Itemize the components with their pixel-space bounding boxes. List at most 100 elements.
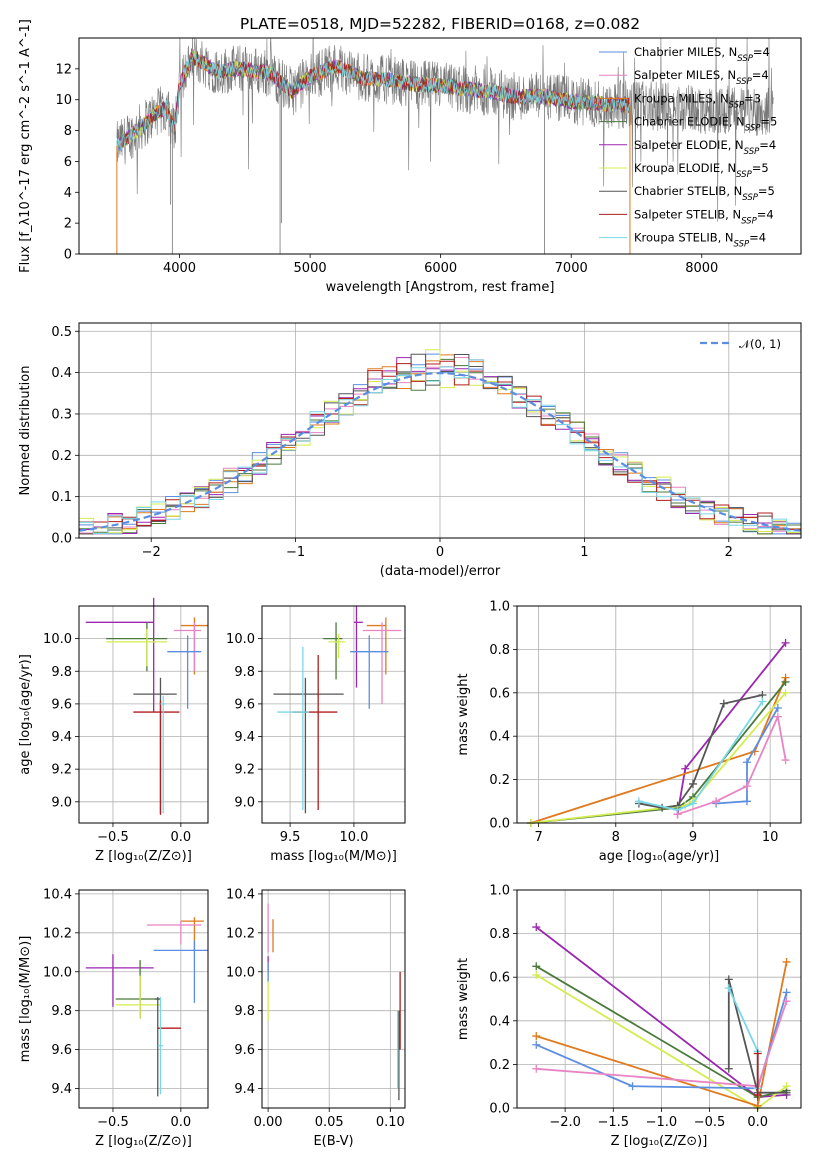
y-tick-label: 10.0: [43, 965, 72, 980]
y-tick-label: 0.4: [489, 1014, 510, 1029]
x-tick-label: −0.5: [97, 830, 129, 845]
weight-series-line: [535, 992, 788, 1090]
y-tick-label: 9.2: [51, 763, 72, 778]
y-tick-label: 9.8: [234, 665, 255, 680]
y-tick-label: 9.8: [234, 1004, 255, 1019]
y-axis-label: Flux [f_λ10^-17 erg cm^-2 s^-1 A^-1]: [18, 19, 33, 273]
axes-frame: [78, 37, 802, 255]
axes-frame: [261, 605, 406, 824]
mass-vs-extinction-panel: 0.00 0.05 0.10 9.4 9.6 9.8 10.0 10.2 10.4 E(B-V): [226, 887, 406, 1149]
x-tick-label: −1: [286, 545, 305, 560]
x-tick-label: 9: [689, 830, 697, 845]
y-tick-label: 10.0: [226, 965, 255, 980]
weight-marker: [742, 758, 751, 767]
y-tick-label: 9.6: [234, 697, 255, 712]
weight-marker: [781, 638, 790, 647]
x-axis-label: age [log₁₀(age/yr)]: [599, 849, 720, 864]
axes-frame: [261, 889, 406, 1109]
x-tick-label: −1.5: [597, 1115, 629, 1130]
x-tick-label: 0: [436, 545, 444, 560]
y-tick-label: 0.8: [489, 643, 510, 658]
y-tick-label: 0: [64, 248, 72, 263]
error-bar-point: [277, 646, 310, 810]
weight-series-line: [638, 694, 763, 809]
mass-vs-metallicity-panel: −0.5 0.0 9.4 9.6 9.8 10.0 10.2 10.4 Z [log₁₀(Z/Z…: [18, 887, 209, 1149]
error-bar-point: [85, 597, 155, 713]
weight-marker: [688, 799, 697, 808]
weight-marker: [724, 984, 733, 993]
x-tick-label: 9.5: [280, 830, 301, 845]
error-bar-point: [273, 677, 344, 814]
weight-marker: [742, 782, 751, 791]
weight-marker: [782, 997, 791, 1006]
y-tick-label: 6: [64, 155, 72, 170]
weight-marker: [773, 703, 782, 712]
legend-entry: 𝒩(0, 1): [739, 337, 781, 351]
error-bars: [85, 917, 208, 1097]
error-bar-point: [153, 940, 208, 1003]
y-axis-label: Normed distribution: [18, 366, 33, 496]
histograms: [79, 349, 801, 535]
x-tick-label: 5000: [294, 261, 327, 276]
axes-frame: [78, 605, 209, 824]
y-tick-label: 2: [64, 217, 72, 232]
y-tick-label: 4: [64, 186, 72, 201]
age-vs-metallicity-panel: −0.5 0.0 9.0 9.2 9.4 9.6 9.8 10.0 Z [log₁₀(Z/Z⊙)…: [18, 597, 209, 864]
weight-marker: [634, 797, 643, 806]
weight-marker: [532, 923, 541, 932]
x-axis-label: mass [log₁₀(M/M⊙)]: [270, 849, 397, 864]
x-tick-label: 0.00: [254, 1115, 283, 1130]
x-tick-label: 8000: [685, 261, 718, 276]
x-axis-label: wavelength [Angstrom, rest frame]: [326, 280, 555, 295]
x-tick-label: 1: [580, 545, 588, 560]
y-tick-label: 0.0: [489, 817, 510, 832]
y-tick-label: 9.2: [234, 763, 255, 778]
weight-marker: [781, 677, 790, 686]
x-tick-label: 0.0: [170, 830, 191, 845]
x-tick-label: 0.05: [315, 1115, 344, 1130]
x-tick-label: 10: [762, 830, 779, 845]
y-tick-label: 0.1: [51, 490, 72, 505]
y-tick-label: 0.2: [51, 449, 72, 464]
weight-marker: [753, 1049, 762, 1058]
x-tick-label: 6000: [424, 261, 457, 276]
error-bar-point: [146, 921, 202, 945]
y-tick-label: 0.6: [489, 971, 510, 986]
weight-marker: [532, 962, 541, 971]
y-tick-label: 9.8: [51, 665, 72, 680]
weight-marker: [681, 764, 690, 773]
weight-series-line: [716, 707, 779, 805]
y-tick-label: 10.2: [226, 926, 255, 941]
y-tick-label: 9.4: [234, 1082, 255, 1097]
error-bars: [273, 606, 402, 814]
y-tick-label: 8: [64, 124, 72, 139]
weight-marker: [688, 779, 697, 788]
error-bars: [85, 597, 208, 815]
x-tick-label: 0.0: [170, 1115, 191, 1130]
weight-marker: [781, 756, 790, 765]
error-bar-point: [115, 975, 161, 1019]
x-tick-label: −2.0: [549, 1115, 581, 1130]
x-tick-label: −1.0: [646, 1115, 678, 1130]
weight-marker: [719, 699, 728, 708]
axes-frame: [516, 605, 802, 824]
mass-weight-vs-age-panel: 7 8 9 10 0.0 0.2 0.4 0.6 0.8 1.0 age [log₁₀(age/yr…: [456, 600, 802, 864]
y-axis-label: mass weight: [456, 673, 471, 755]
y-tick-label: 9.4: [51, 1082, 72, 1097]
weight-marker: [773, 712, 782, 721]
weight-marker: [753, 1090, 762, 1099]
y-axis-label: mass [log₁₀(M/M⊙)]: [18, 936, 33, 1063]
y-tick-label: 0.2: [489, 1058, 510, 1073]
y-tick-label: 10.0: [226, 632, 255, 647]
y-tick-label: 0.0: [489, 1102, 510, 1117]
x-tick-label: 10.0: [339, 830, 368, 845]
grid-lines: [79, 606, 208, 823]
x-tick-label: −0.5: [97, 1115, 129, 1130]
weight-marker: [742, 797, 751, 806]
error-bar-point: [106, 628, 168, 667]
weight-marker: [724, 1064, 733, 1073]
normal-curve: [79, 371, 801, 532]
x-tick-label: 0.0: [747, 1115, 768, 1130]
y-tick-label: 0.4: [489, 730, 510, 745]
